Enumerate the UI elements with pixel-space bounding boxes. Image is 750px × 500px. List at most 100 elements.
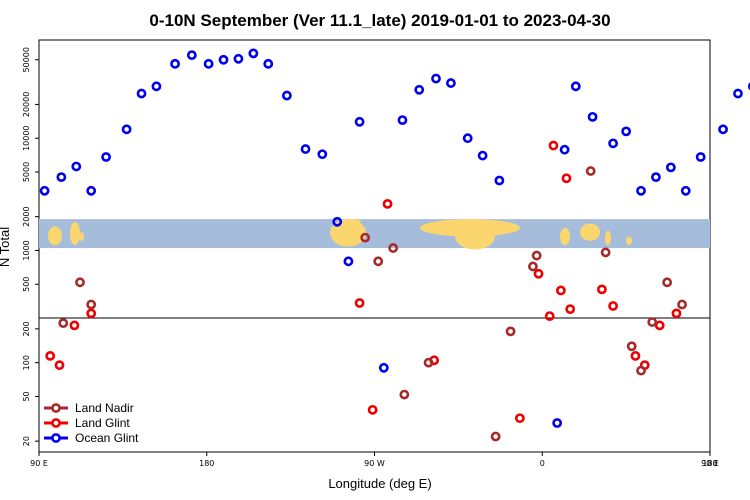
data-point-ocean-glint (651, 172, 661, 183)
data-point-ocean-glint (552, 418, 563, 428)
data-point-land-nadir (399, 389, 410, 400)
data-point-ocean-glint (680, 185, 691, 196)
data-point-land-glint (54, 360, 65, 371)
band-landmass (455, 223, 495, 250)
data-point-ocean-glint (695, 152, 706, 162)
data-point-land-glint (596, 284, 607, 295)
data-points (39, 48, 750, 442)
data-point-ocean-glint (151, 81, 162, 92)
data-point-land-glint (354, 298, 365, 308)
data-point-land-glint (86, 308, 97, 319)
y-axis-label: N Total (0, 227, 12, 267)
data-point-ocean-glint (431, 73, 441, 84)
data-point-ocean-glint (733, 88, 743, 99)
data-point-land-glint (69, 320, 80, 331)
data-point-ocean-glint (414, 84, 425, 95)
data-point-ocean-glint (186, 50, 197, 61)
data-point-land-nadir (75, 277, 85, 288)
x-tick-label: 180 (702, 459, 717, 468)
band-landmass (605, 230, 611, 246)
data-point-land-nadir (388, 243, 399, 253)
data-point-land-nadir (505, 326, 516, 337)
data-point-land-nadir (360, 232, 371, 243)
data-point-ocean-glint (494, 175, 505, 186)
data-point-ocean-glint (446, 78, 456, 88)
band-landmass (70, 222, 80, 246)
data-point-land-glint (630, 350, 641, 361)
data-point-ocean-glint (121, 124, 132, 135)
x-axis-label: Longitude (deg E) (328, 476, 431, 491)
data-point-ocean-glint (233, 53, 244, 64)
data-point-ocean-glint (203, 58, 214, 69)
x-tick-label: 90 E (30, 459, 48, 468)
data-point-land-nadir (531, 250, 542, 261)
data-point-ocean-glint (136, 88, 147, 99)
data-point-land-glint (671, 308, 682, 319)
legend-marker (51, 403, 61, 413)
data-point-ocean-glint (718, 124, 728, 135)
data-point-ocean-glint (608, 138, 618, 149)
legend-marker (51, 433, 61, 443)
data-point-ocean-glint (343, 256, 354, 267)
chart-title: 0-10N September (Ver 11.1_late) 2019-01-… (149, 11, 610, 30)
y-tick-label: 2000 (22, 206, 31, 226)
data-point-land-nadir (528, 261, 538, 272)
data-point-ocean-glint (665, 162, 676, 173)
data-point-ocean-glint (747, 82, 750, 91)
data-point-land-nadir (373, 256, 384, 267)
legend-label: Ocean Glint (75, 431, 139, 445)
data-point-ocean-glint (621, 126, 632, 137)
x-tick-label: 90 W (364, 459, 385, 468)
data-point-land-glint (561, 173, 572, 184)
x-tick-label: 0 (540, 459, 545, 468)
data-point-ocean-glint (378, 362, 389, 373)
data-point-ocean-glint (317, 149, 328, 160)
data-point-land-nadir (647, 317, 658, 327)
band-landmass (560, 227, 570, 246)
data-point-land-glint (565, 304, 576, 315)
data-point-land-nadir (86, 299, 97, 310)
data-point-ocean-glint (397, 115, 408, 125)
data-point-ocean-glint (86, 185, 97, 196)
data-point-ocean-glint (248, 48, 259, 59)
data-point-ocean-glint (559, 144, 570, 155)
data-point-land-nadir (600, 247, 611, 258)
x-tick-label: 180 (199, 459, 214, 468)
data-point-land-glint (654, 320, 665, 331)
data-point-ocean-glint (281, 90, 292, 101)
data-point-ocean-glint (39, 185, 50, 196)
data-point-land-glint (533, 268, 544, 279)
y-tick-label: 1000 (22, 240, 31, 260)
data-point-land-nadir (677, 299, 687, 310)
data-point-land-nadir (636, 365, 646, 376)
land-band (39, 219, 710, 250)
data-point-ocean-glint (570, 81, 581, 92)
data-point-land-glint (555, 285, 566, 296)
y-tick-label: 100 (22, 355, 31, 370)
data-point-ocean-glint (462, 133, 473, 144)
data-point-ocean-glint (101, 152, 111, 162)
data-point-ocean-glint (332, 216, 343, 227)
data-point-ocean-glint (170, 58, 180, 69)
data-point-land-nadir (490, 431, 501, 442)
data-point-land-glint (544, 311, 555, 322)
data-point-ocean-glint (71, 161, 82, 172)
y-axis-ticks: 20 50 100 200 500 1000 2000 5000 10000 20000 50000 (22, 47, 39, 446)
data-point-ocean-glint (587, 111, 598, 122)
data-point-ocean-glint (218, 54, 229, 65)
band-landmass (341, 219, 361, 224)
legend-label: Land Nadir (75, 401, 134, 415)
x-tick-label: 90 E (701, 459, 719, 468)
data-point-land-nadir (662, 277, 673, 288)
y-tick-label: 20 (22, 436, 31, 446)
y-tick-label: 10000 (22, 125, 31, 150)
band-landmass (580, 223, 600, 241)
data-point-land-nadir (626, 341, 637, 352)
data-point-land-nadir (58, 318, 69, 329)
data-point-ocean-glint (300, 144, 311, 154)
y-tick-label: 50000 (22, 47, 31, 72)
legend-label: Land Glint (75, 416, 130, 430)
